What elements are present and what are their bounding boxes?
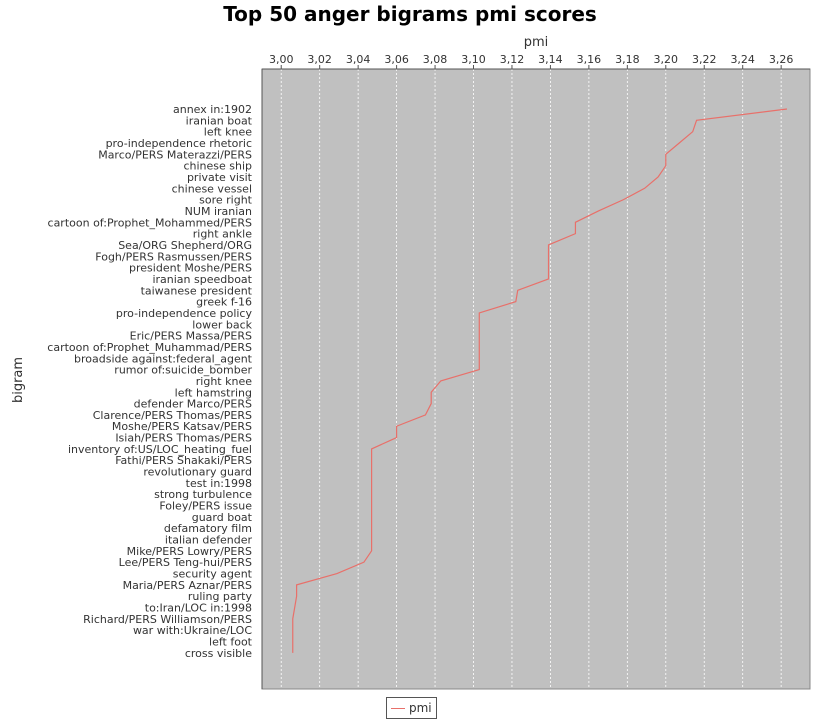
y-tick-label: right ankle <box>193 228 252 241</box>
x-tick-label: 3,00 <box>269 53 294 66</box>
y-tick-label: left hamstring <box>175 386 252 399</box>
x-tick-label: 3,18 <box>615 53 640 66</box>
y-tick-label: iranian speedboat <box>152 273 252 286</box>
y-tick-label: inventory of:US/LOC_heating_fuel <box>68 443 252 456</box>
x-axis-ticks: 3,00 3,02 3,04 3,06 3,08 3,10 3,12 3,14 3,16 3,18… <box>269 53 793 69</box>
y-tick-label: Moshe/PERS Katsav/PERS <box>112 420 252 433</box>
legend-label-pmi: pmi <box>409 701 432 715</box>
x-axis-label: pmi <box>524 35 549 50</box>
x-tick-label: 3,24 <box>730 53 755 66</box>
x-tick-label: 3,10 <box>461 53 486 66</box>
y-tick-label: Foley/PERS issue <box>159 500 252 513</box>
legend: pmi <box>386 697 437 719</box>
y-tick-label: Eric/PERS Massa/PERS <box>130 330 252 343</box>
y-tick-label: strong turbulence <box>154 488 252 501</box>
y-tick-label: annex in:1902 <box>173 103 252 116</box>
y-tick-label: left knee <box>204 126 252 139</box>
legend-line-swatch <box>391 707 405 709</box>
x-tick-label: 3,02 <box>307 53 332 66</box>
y-tick-label: iranian boat <box>186 114 253 127</box>
y-tick-label: lower back <box>192 318 252 331</box>
x-tick-label: 3,26 <box>769 53 794 66</box>
y-tick-label: Marco/PERS Materazzi/PERS <box>98 148 252 161</box>
y-tick-label: italian defender <box>165 534 253 547</box>
y-tick-label: war with:Ukraine/LOC <box>133 624 252 637</box>
y-tick-label: Maria/PERS Aznar/PERS <box>123 579 252 592</box>
y-tick-label: ruling party <box>188 590 253 603</box>
y-tick-label: cartoon of:Prophet_Muhammad/PERS <box>47 341 252 354</box>
y-tick-label: sore right <box>199 194 253 207</box>
gridlines <box>280 69 782 689</box>
y-axis-label: bigram <box>11 357 26 403</box>
series-line-pmi <box>292 108 788 653</box>
y-tick-label: Sea/ORG Shepherd/ORG <box>118 239 252 252</box>
y-tick-label: rumor of:suicide_bomber <box>114 364 252 377</box>
y-tick-label: guard boat <box>192 511 253 524</box>
y-tick-label: private visit <box>187 171 253 184</box>
y-tick-label: broadside against:federal_agent <box>74 352 253 365</box>
y-tick-label: chinese vessel <box>172 182 252 195</box>
x-tick-label: 3,04 <box>346 53 371 66</box>
y-tick-label: to:Iran/LOC in:1998 <box>145 602 252 615</box>
chart-title: Top 50 anger bigrams pmi scores <box>223 2 597 26</box>
x-tick-label: 3,20 <box>654 53 679 66</box>
x-tick-label: 3,14 <box>538 53 563 66</box>
x-tick-label: 3,16 <box>577 53 602 66</box>
y-tick-label: Lee/PERS Teng-hui/PERS <box>119 556 252 569</box>
y-tick-label: test in:1998 <box>186 477 252 490</box>
y-tick-label: Fogh/PERS Rasmussen/PERS <box>95 250 252 263</box>
y-tick-label: greek f-16 <box>196 296 252 309</box>
x-tick-label: 3,08 <box>423 53 448 66</box>
y-tick-label: cartoon of:Prophet_Mohammed/PERS <box>48 216 253 229</box>
y-tick-label: taiwanese president <box>141 284 253 297</box>
y-tick-label: NUM iranian <box>185 205 252 218</box>
y-tick-label: Clarence/PERS Thomas/PERS <box>93 409 252 422</box>
x-tick-label: 3,12 <box>500 53 525 66</box>
y-tick-label: defender Marco/PERS <box>134 398 252 411</box>
y-tick-label: defamatory film <box>164 522 252 535</box>
y-tick-label: president Moshe/PERS <box>129 262 252 275</box>
y-tick-label: chinese ship <box>183 160 252 173</box>
y-tick-label: Richard/PERS Williamson/PERS <box>83 613 252 626</box>
y-tick-label: revolutionary guard <box>143 466 252 479</box>
y-tick-label: pro-independence rhetoric <box>106 137 252 150</box>
x-tick-label: 3,06 <box>384 53 409 66</box>
y-tick-label: security agent <box>173 568 253 581</box>
y-tick-label: Mike/PERS Lowry/PERS <box>127 545 252 558</box>
y-tick-label: Isiah/PERS Thomas/PERS <box>115 432 252 445</box>
y-tick-label: left foot <box>209 636 253 649</box>
plot-area <box>261 68 811 690</box>
y-tick-label: right knee <box>196 375 252 388</box>
x-tick-label: 3,22 <box>692 53 717 66</box>
y-tick-label: pro-independence policy <box>116 307 253 320</box>
y-tick-label: Fathi/PERS Shakaki/PERS <box>115 454 252 467</box>
y-tick-label: cross visible <box>185 647 252 660</box>
